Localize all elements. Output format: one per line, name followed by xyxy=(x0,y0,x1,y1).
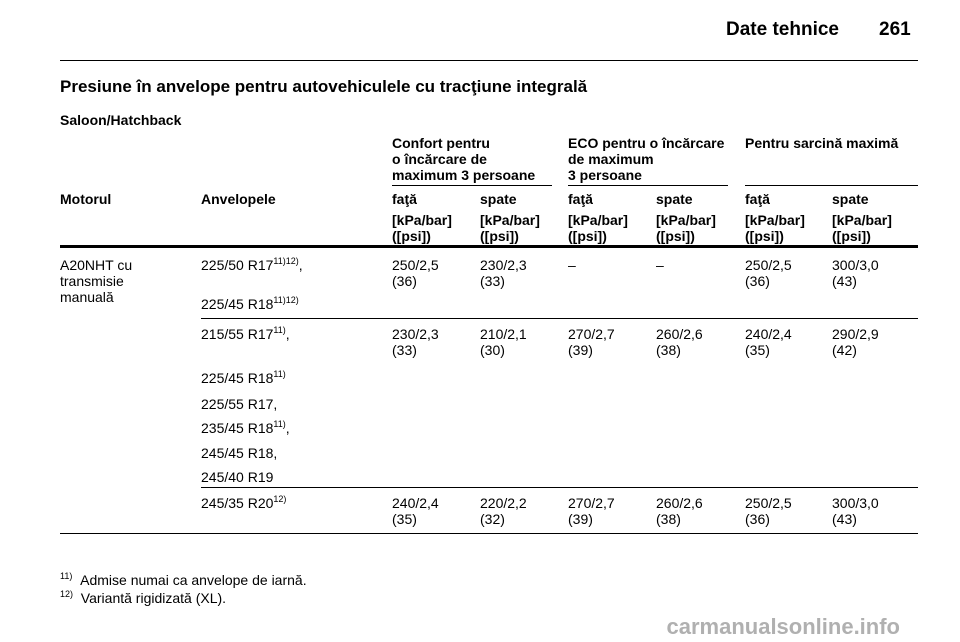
tyre-size: 225/45 R1811) xyxy=(201,369,286,387)
pressure-cell: 270/2,7 (39) xyxy=(568,326,615,358)
watermark: carmanualsonline.info xyxy=(666,614,901,639)
column-header-rear: spate xyxy=(480,191,517,207)
group-divider xyxy=(568,185,728,186)
engine-cell: A20NHT cu transmisie manuală xyxy=(60,257,133,305)
pressure-cell: 260/2,6 (38) xyxy=(656,326,703,358)
pressure-cell: 210/2,1 (30) xyxy=(480,326,527,358)
tyre-size: 225/45 R1811)12) xyxy=(201,295,299,313)
footnote: 11) Admise numai ca anvelope de iarnă. xyxy=(60,571,307,589)
pressure-cell: – xyxy=(568,257,576,273)
column-header-front: faţă xyxy=(745,191,770,207)
tyre-size: 215/55 R1711), xyxy=(201,325,290,343)
unit-header: [kPa/bar] ([psi]) xyxy=(480,212,540,244)
page-number: 261 xyxy=(879,19,911,40)
tyre-size: 225/55 R17, xyxy=(201,396,278,412)
pressure-cell: 230/2,3 (33) xyxy=(392,326,439,358)
pressure-cell: 290/2,9 (42) xyxy=(832,326,879,358)
pressure-cell: 250/2,5 (36) xyxy=(745,495,792,527)
column-header-motor: Motorul xyxy=(60,191,112,207)
page-header-title: Date tehnice xyxy=(726,19,839,40)
tyre-size: 225/50 R1711)12), xyxy=(201,256,303,274)
pressure-cell: 250/2,5 (36) xyxy=(745,257,792,289)
unit-header: [kPa/bar] ([psi]) xyxy=(832,212,892,244)
row-divider xyxy=(201,487,918,488)
unit-header: [kPa/bar] ([psi]) xyxy=(745,212,805,244)
pressure-cell: 250/2,5 (36) xyxy=(392,257,439,289)
pressure-cell: 260/2,6 (38) xyxy=(656,495,703,527)
column-header-front: faţă xyxy=(568,191,593,207)
tyre-size: 245/45 R18, xyxy=(201,445,278,461)
section-title: Presiune în anvelope pentru autovehicule… xyxy=(60,77,588,96)
pressure-cell: 240/2,4 (35) xyxy=(745,326,792,358)
tyre-size: 245/35 R2012) xyxy=(201,494,287,512)
table-bottom-divider xyxy=(60,533,918,534)
subsection-title: Saloon/Hatchback xyxy=(60,112,182,128)
pressure-cell: 240/2,4 (35) xyxy=(392,495,439,527)
pressure-cell: 300/3,0 (43) xyxy=(832,495,879,527)
pressure-cell: 230/2,3 (33) xyxy=(480,257,527,289)
group-divider xyxy=(392,185,552,186)
group-header-comfort: Confort pentru o încărcare de maximum 3 … xyxy=(392,135,536,183)
pressure-cell: 270/2,7 (39) xyxy=(568,495,615,527)
group-divider xyxy=(745,185,918,186)
group-header-eco: ECO pentru o încărcare de maximum 3 pers… xyxy=(568,135,725,183)
column-header-rear: spate xyxy=(832,191,869,207)
unit-header: [kPa/bar] ([psi]) xyxy=(568,212,628,244)
tyre-size: 245/40 R19 xyxy=(201,469,274,485)
footnote: 12) Variantă rigidizată (XL). xyxy=(60,589,227,607)
header-divider xyxy=(60,60,918,61)
group-header-max-load: Pentru sarcină maximă xyxy=(745,135,899,151)
table-header-divider xyxy=(60,245,918,248)
pressure-cell: 300/3,0 (43) xyxy=(832,257,879,289)
column-header-front: faţă xyxy=(392,191,417,207)
column-header-tyres: Anvelopele xyxy=(201,191,276,207)
column-header-rear: spate xyxy=(656,191,693,207)
pressure-cell: – xyxy=(656,257,664,273)
pressure-cell: 220/2,2 (32) xyxy=(480,495,527,527)
unit-header: [kPa/bar] ([psi]) xyxy=(392,212,452,244)
row-divider xyxy=(201,318,918,319)
unit-header: [kPa/bar] ([psi]) xyxy=(656,212,716,244)
tyre-size: 235/45 R1811), xyxy=(201,419,290,437)
